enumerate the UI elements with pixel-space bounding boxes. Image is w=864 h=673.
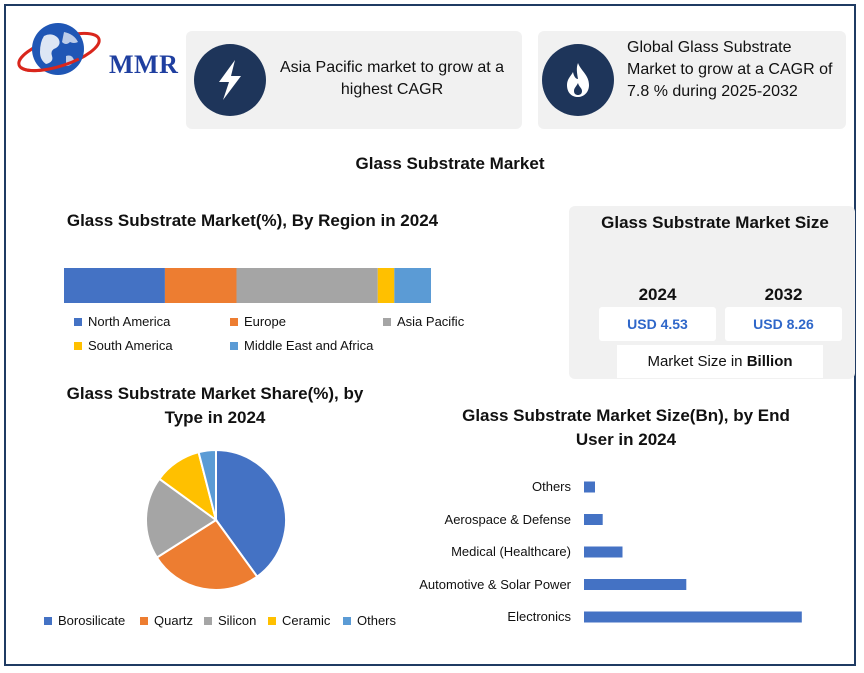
legend-label: Quartz [154,613,194,628]
legend-swatch [230,317,238,326]
region-segment-asia-pacific [236,268,378,303]
enduser-chart-title-line1: Glass Substrate Market Size(Bn), by End [462,406,790,425]
pie-slice-silicon [145,477,218,559]
enduser-label-medical-healthcare: Medical (Healthcare) [451,544,571,559]
market-size-unit: Market Size in Billion [617,345,823,378]
region-legend-item-south-america: South America [74,338,173,353]
enduser-bar-medical-healthcare [584,546,623,558]
enduser-bar-aerospace-defense [584,514,603,525]
highlight-card-cagr: Global Glass Substrate Market to grow at… [538,31,846,129]
legend-swatch [74,341,82,350]
legend-label: Europe [244,314,286,329]
flame-icon [542,44,614,116]
legend-label: Middle East and Africa [244,338,374,353]
unit-bold: Billion [746,353,793,370]
type-chart-title-line1: Glass Substrate Market Share(%), by [66,384,364,403]
pie-legend-item-silicon: Silicon [204,613,256,628]
market-size-title: Glass Substrate Market Size [601,213,829,232]
enduser-bar-others [584,481,595,493]
enduser-label-electronics: Electronics [507,609,571,624]
type-pie-chart [145,448,287,591]
mmr-logo: MMR [14,16,179,88]
legend-swatch [44,616,52,625]
region-legend-item-europe: Europe [230,314,286,329]
logo-text: MMR [109,50,179,79]
legend-label: Ceramic [282,613,331,628]
enduser-label-others: Others [531,479,571,494]
infographic-frame [4,4,856,666]
legend-swatch [140,616,148,625]
region-chart-title: Glass Substrate Market(%), By Region in … [66,211,439,230]
pie-legend-item-quartz: Quartz [140,613,193,628]
legend-label: South America [88,338,173,353]
enduser-bar-electronics [584,611,802,623]
pie-legend-item-borosilicate: Borosilicate [44,613,125,628]
region-legend-item-asia-pacific: Asia Pacific [383,314,464,329]
pie-slice-others [197,448,217,521]
legend-swatch [74,317,82,326]
value-2032: USD 8.26 [725,307,842,341]
type-chart-title-line2: Type in 2024 [164,408,266,427]
legend-swatch [230,341,238,350]
unit-prefix: Market Size in [647,353,743,370]
enduser-bar-chart [584,481,802,623]
legend-label: Others [357,613,397,628]
region-segment-south-america [377,268,395,303]
enduser-bar-automotive-solar-power [584,579,687,590]
enduser-chart-title-line2: User in 2024 [575,430,677,449]
pie-legend-item-others: Others [343,613,396,628]
region-legend-item-north-america: North America [74,314,170,329]
pie-slice-quartz [155,518,259,591]
region-segment-north-america [64,268,165,303]
region-stacked-bar [64,268,431,303]
region-segment-europe [164,268,237,303]
enduser-label-automotive-solar-power: Automotive & Solar Power [419,576,571,592]
highlight-text-asia: Asia Pacific market to grow at a highest… [279,59,505,98]
highlight-text-cagr: Global Glass Substrate Market to grow at… [627,39,833,100]
highlight-card-asia: Asia Pacific market to grow at a highest… [186,31,522,129]
region-legend-item-middle-east-and-africa: Middle East and Africa [230,338,373,353]
enduser-label-aerospace-defense: Aerospace & Defense [444,511,571,527]
year-2032: 2032 [764,285,803,304]
year-2024: 2024 [638,285,677,304]
legend-label: North America [88,314,171,329]
value-2024: USD 4.53 [599,307,716,341]
legend-label: Asia Pacific [397,314,465,329]
globe-icon [17,23,101,75]
legend-swatch [383,317,391,326]
legend-label: Silicon [218,613,257,628]
lightning-icon [194,44,266,116]
legend-swatch [204,616,212,625]
legend-swatch [268,616,276,625]
pie-legend-item-ceramic: Ceramic [268,613,330,628]
region-segment-middle-east-and-africa [394,268,431,303]
legend-label: Borosilicate [58,613,126,628]
pie-slice-borosilicate [215,448,287,579]
main-title: Glass Substrate Market [355,154,545,173]
legend-swatch [343,616,351,625]
